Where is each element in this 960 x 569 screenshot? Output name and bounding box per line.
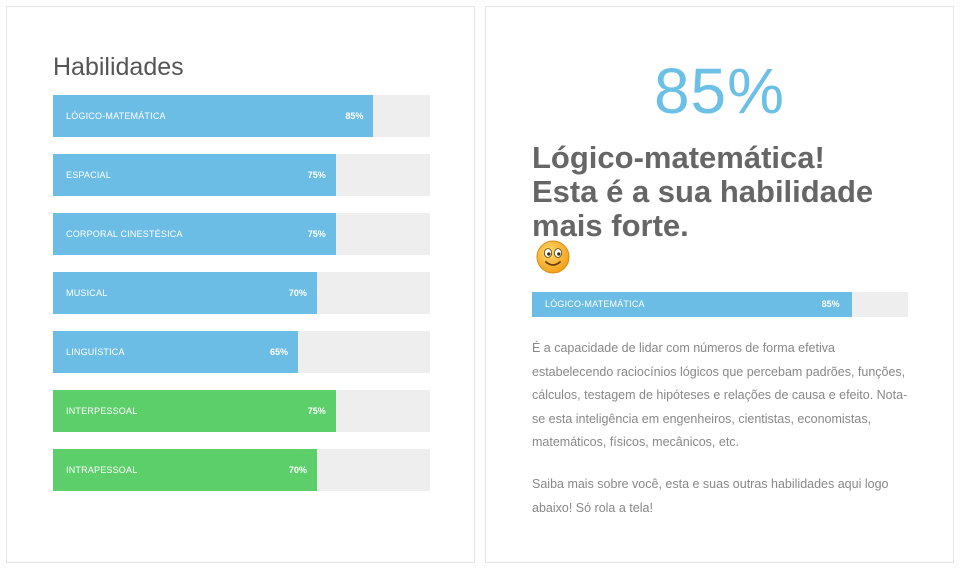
skill-bar-value: 70% <box>288 288 307 298</box>
result-panel: 85% Lógico-matemática! Esta é a sua habi… <box>485 6 954 563</box>
skill-bar-fill <box>53 390 336 432</box>
skill-description: É a capacidade de lidar com números de f… <box>532 341 908 449</box>
smiley-face-icon <box>536 240 570 274</box>
top-skill-percent: 85% <box>653 55 786 127</box>
top-skill-bar[interactable]: LÓGICO-MATEMÁTICA 85% <box>532 292 908 317</box>
skill-bar-musical[interactable]: MUSICAL 70% <box>53 272 430 314</box>
skill-bar-interpessoal[interactable]: INTERPESSOAL 75% <box>53 390 430 432</box>
skills-title: Habilidades <box>53 53 184 81</box>
skill-bar-label: LÓGICO-MATEMÁTICA <box>66 111 166 121</box>
skill-bar-value: 85% <box>345 111 364 121</box>
top-skill-bar-value: 85% <box>821 299 840 309</box>
skill-bar-logico-matematica[interactable]: LÓGICO-MATEMÁTICA 85% <box>53 95 430 137</box>
skill-bar-value: 70% <box>288 465 307 475</box>
skill-bar-value: 75% <box>307 406 326 416</box>
skill-bar-fill <box>53 449 317 491</box>
headline-line-3: mais forte. <box>532 208 689 243</box>
top-skill-bar-label: LÓGICO-MATEMÁTICA <box>545 299 645 309</box>
headline-line-1: Lógico-matemática! <box>532 140 825 175</box>
skill-bar-fill <box>53 213 336 255</box>
skill-bar-label: LINGUÍSTICA <box>66 347 125 357</box>
skill-bar-label: INTERPESSOAL <box>66 406 138 416</box>
skill-bar-label: MUSICAL <box>66 288 108 298</box>
skill-bar-espacial[interactable]: ESPACIAL 75% <box>53 154 430 196</box>
headline-line-2: Esta é a sua habilidade <box>532 174 874 209</box>
skills-bar-list: LÓGICO-MATEMÁTICA 85% ESPACIAL 75% CORPO… <box>53 95 430 508</box>
skill-bar-label: ESPACIAL <box>66 170 111 180</box>
skills-panel: Habilidades LÓGICO-MATEMÁTICA 85% ESPACI… <box>6 6 475 563</box>
scroll-cta-text: Saiba mais sobre você, esta e suas outra… <box>532 477 889 515</box>
skill-bar-linguistica[interactable]: LINGUÍSTICA 65% <box>53 331 430 373</box>
skill-bar-label: CORPORAL CINESTÉSICA <box>66 229 183 239</box>
skill-bar-fill <box>53 154 336 196</box>
skill-bar-fill <box>53 331 299 373</box>
skill-bar-intrapessoal[interactable]: INTRAPESSOAL 70% <box>53 449 430 491</box>
skill-bar-value: 75% <box>307 170 326 180</box>
skill-bar-corporal-cinestesica[interactable]: CORPORAL CINESTÉSICA 75% <box>53 213 430 255</box>
top-skill-bar-fill <box>532 292 852 317</box>
skill-bar-value: 75% <box>307 229 326 239</box>
skill-bar-fill <box>53 95 374 137</box>
skill-bar-label: INTRAPESSOAL <box>66 465 138 475</box>
skill-bar-fill <box>53 272 317 314</box>
result-headline: Lógico-matemática! Esta é a sua habilida… <box>532 141 922 243</box>
skill-bar-value: 65% <box>270 347 289 357</box>
